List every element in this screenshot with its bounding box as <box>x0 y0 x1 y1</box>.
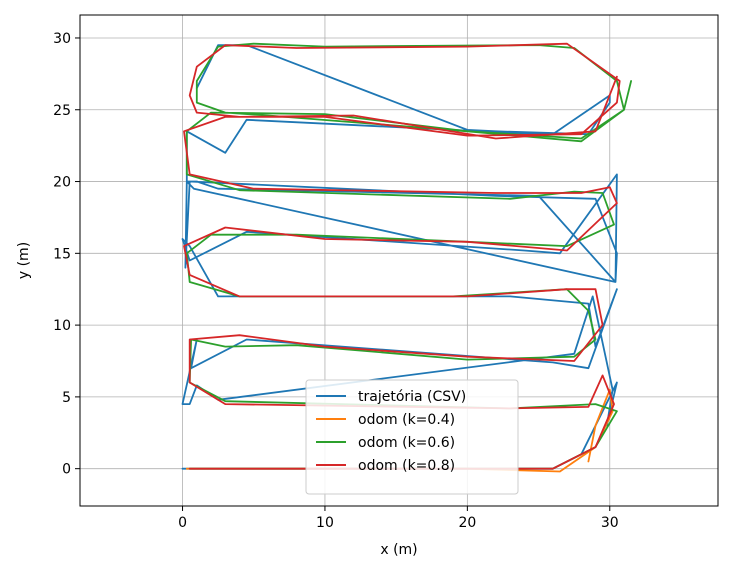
y-tick-label: 15 <box>53 246 71 262</box>
y-tick-label: 10 <box>53 318 71 334</box>
x-tick-label: 0 <box>178 515 187 531</box>
x-tick-label: 20 <box>458 515 476 531</box>
plot-area: 0 10 20 30 0 5 10 15 20 25 30 <box>53 14 719 531</box>
legend-label-2: odom (k=0.6) <box>358 435 455 451</box>
y-tick-label: 25 <box>53 103 71 119</box>
x-tick-label: 10 <box>316 515 334 531</box>
legend-box <box>305 379 519 495</box>
x-axis-label: x (m) <box>380 542 417 558</box>
y-tick-label: 0 <box>62 462 71 478</box>
y-axis-label: y (m) <box>16 242 32 279</box>
x-ticks: 0 10 20 30 <box>178 506 619 531</box>
legend-label-1: odom (k=0.4) <box>358 412 455 428</box>
y-tick-label: 20 <box>53 175 71 191</box>
legend-label-3: odom (k=0.8) <box>358 458 455 474</box>
x-tick-label: 30 <box>601 515 619 531</box>
series-line-3 <box>183 42 621 470</box>
y-ticks: 0 5 10 15 20 25 30 <box>53 31 80 478</box>
axes-frame <box>79 14 719 507</box>
legend: trajetória (CSV) odom (k=0.4) odom (k=0.6)… <box>305 379 519 495</box>
y-tick-label: 30 <box>53 31 71 47</box>
y-tick-label: 5 <box>62 390 71 406</box>
legend-label-0: trajetória (CSV) <box>358 389 466 405</box>
